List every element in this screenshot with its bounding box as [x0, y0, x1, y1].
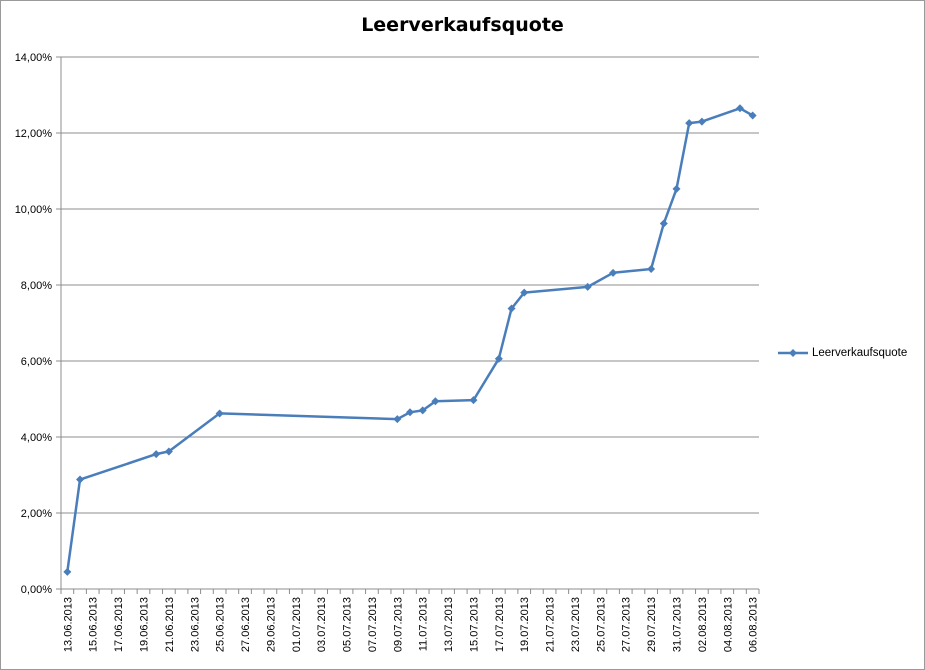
data-point: [748, 111, 757, 120]
y-tick-label: 4,00%: [21, 432, 52, 444]
y-tick-label: 6,00%: [21, 356, 52, 368]
x-tick-label: 15.07.2013: [468, 597, 480, 652]
data-point: [152, 450, 161, 459]
x-tick-label: 29.06.2013: [265, 597, 277, 652]
chart-title: Leerverkaufsquote: [361, 14, 564, 36]
legend-label: Leerverkaufsquote: [812, 347, 908, 359]
y-tick-label: 8,00%: [21, 280, 52, 292]
legend: Leerverkaufsquote: [778, 347, 907, 359]
x-tick-label: 04.08.2013: [722, 597, 734, 652]
data-point: [647, 265, 656, 274]
data-point: [735, 104, 744, 113]
data-point: [215, 409, 224, 418]
x-tick-label: 19.06.2013: [138, 597, 150, 652]
legend-marker: [778, 349, 808, 357]
series-line: [66, 107, 754, 573]
x-tick-label: 25.06.2013: [215, 597, 227, 652]
y-tick-label: 14,00%: [15, 52, 53, 64]
data-point: [507, 304, 516, 313]
x-tick-label: 21.06.2013: [164, 597, 176, 652]
x-tick-label: 19.07.2013: [519, 597, 531, 652]
x-tick-label: 25.07.2013: [595, 597, 607, 652]
x-tick-label: 27.07.2013: [621, 597, 633, 652]
data-point: [520, 288, 529, 297]
x-tick-label: 31.07.2013: [672, 597, 684, 652]
x-tick-label: 17.07.2013: [494, 597, 506, 652]
y-tick-label: 10,00%: [15, 204, 53, 216]
x-tick-label: 23.07.2013: [570, 597, 582, 652]
data-point: [685, 119, 694, 128]
data-point: [494, 354, 503, 363]
data-point: [469, 396, 478, 405]
data-point: [609, 268, 618, 277]
data-point: [406, 408, 414, 417]
x-tick-label: 15.06.2013: [88, 597, 100, 652]
x-tick-label: 23.06.2013: [189, 597, 201, 652]
x-tick-label: 17.06.2013: [113, 597, 125, 652]
data-point: [697, 117, 706, 126]
x-tick-label: 07.07.2013: [367, 597, 379, 652]
data-point: [164, 447, 173, 456]
x-tick-label: 13.06.2013: [62, 597, 74, 652]
x-tick-label: 05.07.2013: [342, 597, 354, 652]
y-tick-label: 0,00%: [21, 584, 52, 596]
y-tick-label: 12,00%: [15, 128, 53, 140]
data-point: [418, 406, 427, 415]
x-tick-label: 11.07.2013: [418, 597, 430, 651]
data-point: [659, 219, 668, 228]
x-tick-label: 09.07.2013: [392, 597, 404, 652]
data-point: [583, 282, 592, 291]
x-tick-label: 01.07.2013: [291, 597, 303, 652]
data-point: [393, 415, 402, 424]
x-tick-label: 27.06.2013: [240, 597, 252, 652]
data-point: [76, 475, 85, 484]
x-tick-label: 29.07.2013: [646, 597, 658, 652]
x-tick-label: 03.07.2013: [316, 597, 328, 652]
data-point: [672, 184, 681, 193]
y-tick-label: 2,00%: [21, 508, 52, 520]
x-tick-label: 06.08.2013: [748, 597, 760, 652]
data-point: [63, 567, 72, 576]
x-tick-label: 13.07.2013: [443, 597, 455, 652]
data-point: [431, 397, 440, 406]
x-tick-label: 02.08.2013: [697, 597, 709, 652]
x-tick-label: 21.07.2013: [545, 597, 557, 652]
